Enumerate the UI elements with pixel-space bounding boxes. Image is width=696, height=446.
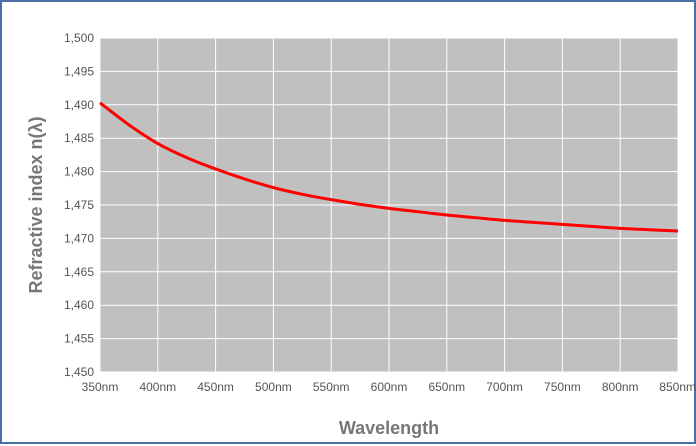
x-tick-label: 550nm (313, 380, 350, 394)
x-tick-label: 450nm (197, 380, 234, 394)
x-axis-title: Wavelength (339, 418, 439, 438)
x-tick-label: 800nm (602, 380, 639, 394)
y-tick-label: 1,500 (64, 31, 94, 45)
x-tick-label: 500nm (255, 380, 292, 394)
y-tick-label: 1,475 (64, 198, 94, 212)
series-lines (99, 101, 679, 233)
x-tick-label: 750nm (544, 380, 581, 394)
y-tick-label: 1,495 (64, 64, 94, 78)
y-axis-title: Refractive index n(λ) (26, 116, 46, 293)
y-tick-label: 1,490 (64, 98, 94, 112)
x-tick-label: 650nm (428, 380, 465, 394)
x-tick-label: 600nm (371, 380, 408, 394)
x-tick-labels: 350nm 400nm 450nm 500nm 550nm 600nm 650nm 700nm… (82, 380, 696, 394)
x-tick-label: 700nm (486, 380, 523, 394)
y-tick-label: 1,485 (64, 131, 94, 145)
y-tick-label: 1,450 (64, 365, 94, 379)
y-tick-label: 1,460 (64, 298, 94, 312)
refractive-index-line (99, 101, 679, 233)
x-tick-label: 850nm (659, 380, 696, 394)
y-tick-label: 1,480 (64, 165, 94, 179)
x-tick-label: 350nm (82, 380, 119, 394)
x-tick-label: 400nm (139, 380, 176, 394)
y-tick-label: 1,455 (64, 332, 94, 346)
gridlines (99, 37, 679, 373)
y-tick-label: 1,470 (64, 231, 94, 245)
y-tick-label: 1,465 (64, 265, 94, 279)
y-tick-labels: 1,450 1,455 1,460 1,465 1,470 1,475 1,480 1,485… (64, 31, 94, 379)
